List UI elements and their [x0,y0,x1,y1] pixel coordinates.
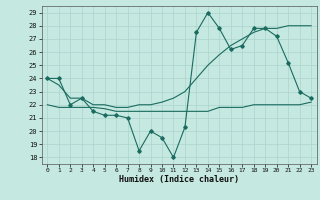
X-axis label: Humidex (Indice chaleur): Humidex (Indice chaleur) [119,175,239,184]
